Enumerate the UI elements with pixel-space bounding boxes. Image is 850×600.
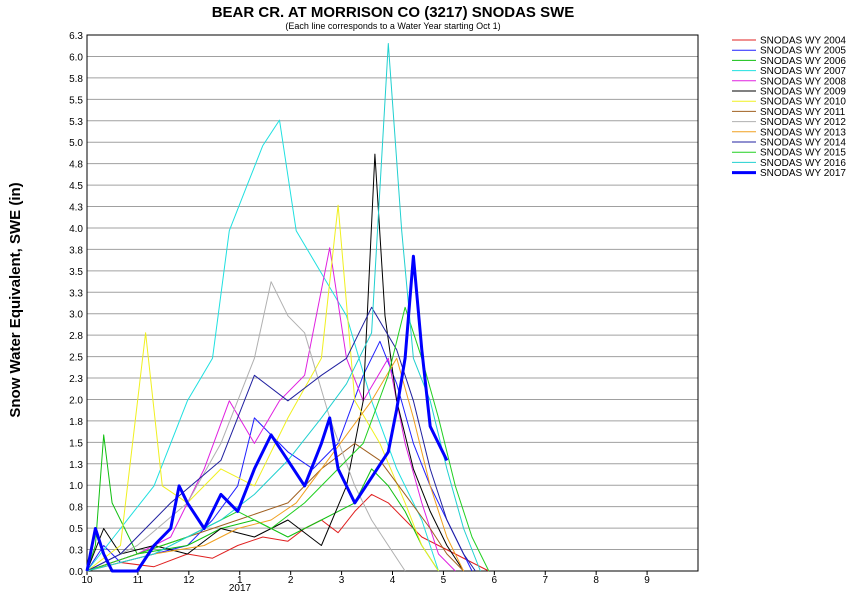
y-tick-label: 0.5 [69, 524, 83, 535]
legend-label: SNODAS WY 2008 [760, 76, 846, 87]
y-tick-label: 1.8 [69, 417, 83, 428]
x-tick-label: 1 [237, 575, 243, 586]
legend-label: SNODAS WY 2009 [760, 87, 846, 98]
x-tick-label: 8 [593, 575, 599, 586]
y-tick-label: 0.8 [69, 503, 83, 514]
y-tick-label: 3.0 [69, 310, 83, 321]
x-tick-label: 7 [542, 575, 548, 586]
y-tick-label: 6.0 [69, 52, 83, 63]
x-axis: 10 11 12 1 2 3 4 5 6 7 8 9 [81, 571, 650, 586]
y-tick-label: 4.8 [69, 160, 83, 171]
legend-label: SNODAS WY 2007 [760, 66, 846, 77]
legend-label: SNODAS WY 2015 [760, 148, 846, 159]
y-tick-label: 1.0 [69, 481, 83, 492]
y-axis: 0.0 0.3 0.5 0.8 1.0 1.3 1.5 1.8 2.0 2.3 2.5 2.8 3.0 3… [69, 31, 83, 578]
legend-label: SNODAS WY 2012 [760, 117, 846, 128]
y-tick-label: 5.5 [69, 95, 83, 106]
y-tick-label: 5.8 [69, 74, 83, 85]
grid [87, 34, 698, 572]
legend-label: SNODAS WY 2010 [760, 97, 846, 108]
y-tick-label: 1.3 [69, 460, 83, 471]
y-tick-label: 2.3 [69, 374, 83, 385]
y-tick-label: 2.0 [69, 395, 83, 406]
y-tick-label: 2.8 [69, 331, 83, 342]
chart-subtitle: (Each line corresponds to a Water Year s… [285, 21, 500, 31]
y-tick-label: 4.0 [69, 224, 83, 235]
y-tick-label: 0.0 [69, 567, 83, 578]
y-tick-label: 4.5 [69, 181, 83, 192]
y-tick-label: 5.3 [69, 117, 83, 128]
legend-label: SNODAS WY 2014 [760, 138, 846, 149]
x-tick-label: 5 [441, 575, 447, 586]
x-tick-label: 3 [339, 575, 345, 586]
legend-label: SNODAS WY 2011 [760, 107, 846, 118]
x-tick-label: 9 [644, 575, 650, 586]
legend-label: SNODAS WY 2017 [760, 168, 846, 179]
x-tick-label: 11 [133, 575, 144, 586]
series-line-snodas-wy-2008 [86, 247, 456, 572]
legend-label: SNODAS WY 2004 [760, 36, 846, 47]
x-tick-label: 2 [288, 575, 294, 586]
y-tick-label: 5.0 [69, 138, 83, 149]
legend-label: SNODAS WY 2016 [760, 158, 846, 169]
series-line-snodas-wy-2009 [86, 153, 465, 572]
y-tick-label: 2.5 [69, 353, 83, 364]
y-tick-label: 1.5 [69, 438, 83, 449]
y-tick-label: 0.3 [69, 546, 83, 557]
series-line-snodas-wy-2017 [85, 254, 449, 573]
series-line-snodas-wy-2010 [86, 204, 439, 572]
series-line-snodas-wy-2005 [86, 340, 473, 572]
legend-label: SNODAS WY 2006 [760, 56, 846, 67]
y-tick-label: 4.3 [69, 203, 83, 214]
x-tick-label: 6 [492, 575, 498, 586]
series-line-snodas-wy-2016 [86, 43, 481, 572]
x-tick-label: 10 [81, 575, 93, 586]
chart-title: BEAR CR. AT MORRISON CO (3217) SNODAS SW… [212, 4, 575, 21]
series-line-snodas-wy-2007 [86, 119, 439, 572]
y-axis-label: Snow Water Equivalent, SWE (in) [7, 182, 24, 417]
legend-label: SNODAS WY 2005 [760, 46, 846, 57]
y-tick-label: 3.8 [69, 245, 83, 256]
series-line-snodas-wy-2014 [86, 306, 476, 572]
series-group [85, 43, 490, 573]
x-tick-label: 4 [390, 575, 396, 586]
y-tick-label: 3.3 [69, 288, 83, 299]
legend-label: SNODAS WY 2013 [760, 127, 846, 138]
y-tick-label: 3.5 [69, 267, 83, 278]
x-year-label: 2017 [229, 583, 252, 594]
y-tick-label: 6.3 [69, 31, 83, 42]
x-tick-label: 12 [183, 575, 195, 586]
